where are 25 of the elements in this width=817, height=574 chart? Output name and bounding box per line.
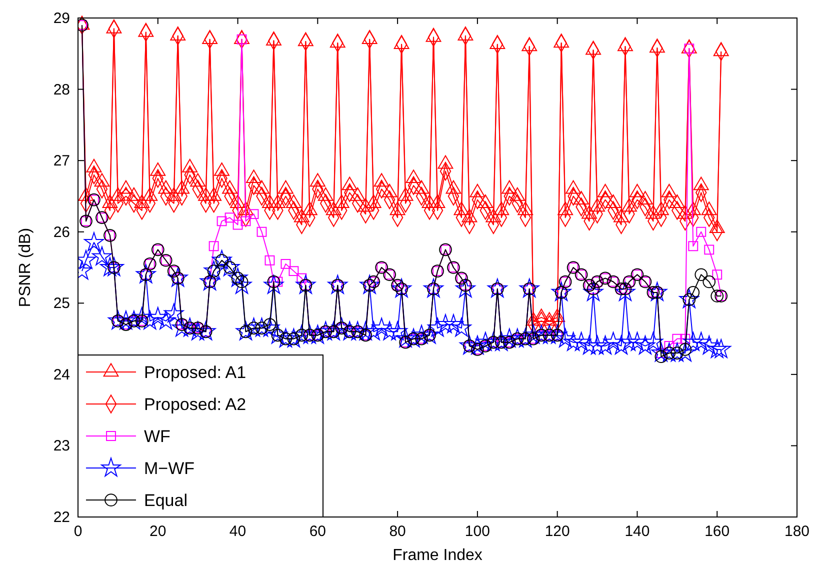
legend-label: Proposed: A1 — [144, 363, 246, 382]
y-tick-label: 28 — [53, 81, 70, 98]
y-axis-title: PSNR (dB) — [17, 228, 34, 308]
y-tick-label: 22 — [53, 509, 70, 526]
y-tick-label: 23 — [53, 438, 70, 455]
x-axis-title: Frame Index — [392, 547, 482, 564]
x-tick-label: 0 — [74, 523, 82, 540]
x-tick-label: 140 — [624, 523, 650, 540]
legend-label: M−WF — [144, 459, 195, 478]
legend-label: WF — [144, 427, 170, 446]
x-tick-label: 40 — [229, 523, 246, 540]
x-tick-label: 180 — [784, 523, 810, 540]
x-tick-label: 120 — [544, 523, 570, 540]
y-tick-label: 27 — [53, 152, 70, 170]
y-tick-label: 29 — [53, 10, 70, 27]
x-tick-label: 100 — [464, 523, 490, 540]
x-tick-label: 80 — [389, 523, 406, 540]
legend-label: Equal — [144, 491, 188, 510]
y-tick-label: 24 — [53, 366, 70, 384]
y-tick-label: 26 — [53, 224, 70, 241]
x-tick-label: 160 — [704, 523, 730, 540]
x-tick-label: 60 — [309, 523, 326, 540]
legend-label: Proposed: A2 — [144, 395, 246, 414]
y-tick-label: 25 — [53, 295, 70, 312]
x-tick-label: 20 — [150, 523, 166, 540]
